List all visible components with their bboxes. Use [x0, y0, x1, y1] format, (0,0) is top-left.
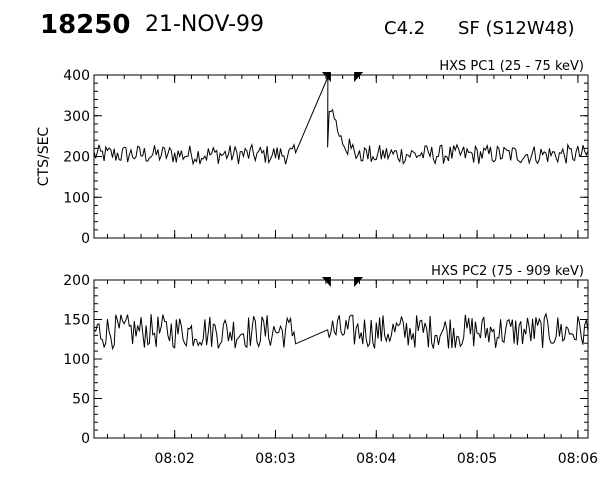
- goes-class: C4.2: [384, 18, 426, 39]
- plot-frame: [93, 279, 589, 439]
- x-tick-label: 08:05: [457, 451, 497, 467]
- interval-marker: [354, 277, 364, 287]
- panel-title: HXS PC2 (75 - 909 keV): [431, 264, 584, 279]
- y-tick-label: 300: [63, 109, 90, 125]
- y-axis-label: CTS/SEC: [36, 127, 52, 187]
- x-tick-label: 08:06: [558, 451, 598, 467]
- interval-marker: [321, 72, 331, 82]
- y-tick-label: 150: [63, 313, 90, 329]
- panel-title: HXS PC1 (25 - 75 keV): [439, 59, 584, 74]
- y-tick-label: 200: [63, 273, 90, 289]
- x-tick-label: 08:03: [255, 451, 295, 467]
- event-number: 18250: [40, 10, 131, 40]
- observation-date: 21-NOV-99: [145, 12, 265, 37]
- flare-location: SF (S12W48): [458, 18, 575, 39]
- y-tick-label: 100: [63, 190, 90, 206]
- y-tick-label: 100: [63, 352, 90, 368]
- y-tick-label: 0: [81, 231, 90, 247]
- y-tick-label: 0: [81, 431, 90, 447]
- count-rate-series: [93, 312, 589, 351]
- x-tick-label: 08:04: [356, 451, 396, 467]
- chart-panel-2: 0 50 100 150 200 08:02 08:03 08:04 08:05 08:06 HXS…: [63, 264, 598, 467]
- interval-marker: [321, 277, 331, 287]
- y-tick-label: 50: [72, 392, 90, 408]
- plot-frame: [93, 74, 589, 239]
- x-tick-label: 08:02: [154, 451, 194, 467]
- interval-marker: [354, 72, 364, 82]
- count-rate-series: [93, 76, 589, 166]
- y-tick-label: 400: [63, 68, 90, 84]
- y-tick-label: 200: [63, 150, 90, 166]
- chart-panel-1: 0 100 200 300 400 HXS PC1 (25 - 75 keV) CTS/SE…: [36, 59, 589, 247]
